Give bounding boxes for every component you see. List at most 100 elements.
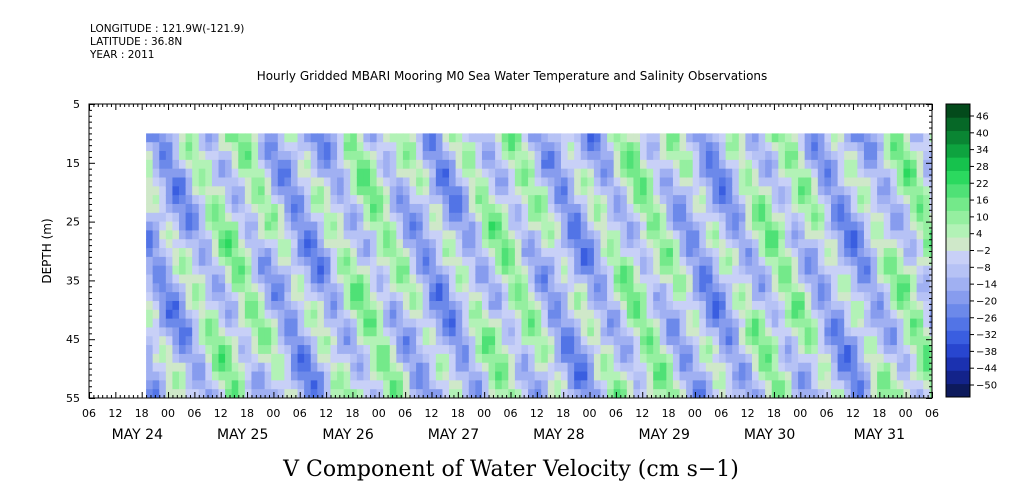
heat-cell <box>383 212 391 223</box>
heat-cell <box>560 380 569 390</box>
heat-cell <box>870 221 878 232</box>
heat-cell <box>442 380 450 390</box>
heat-cell <box>317 142 325 152</box>
heat-cell <box>560 353 569 364</box>
heat-cell <box>850 345 858 355</box>
heat-cell <box>580 274 588 284</box>
heat-cell <box>455 371 463 381</box>
heat-cell <box>890 212 898 223</box>
heat-cell <box>449 353 457 364</box>
heat-cell <box>580 203 588 214</box>
heat-cell <box>231 248 239 258</box>
heat-cell <box>771 203 779 214</box>
heat-cell <box>692 353 700 364</box>
heat-cell <box>791 203 799 214</box>
heat-cell <box>152 203 160 214</box>
heat-cell <box>442 371 450 381</box>
heat-cell <box>271 265 279 276</box>
x-day-label: MAY 27 <box>428 427 479 443</box>
heat-cell <box>883 212 891 223</box>
heat-cell <box>396 133 404 143</box>
heat-cell <box>146 203 154 214</box>
heat-cell <box>765 380 773 390</box>
heat-cell <box>165 265 174 276</box>
heat-cell <box>192 142 200 152</box>
heat-cell <box>593 168 602 179</box>
heat-cell <box>699 274 707 284</box>
heat-cell <box>205 300 213 311</box>
heat-cell <box>910 195 918 205</box>
heat-cell <box>738 177 746 187</box>
heat-cell <box>323 159 332 170</box>
heat-cell <box>330 309 338 320</box>
heat-cell <box>363 248 371 258</box>
heat-cell <box>870 239 878 249</box>
heat-cell <box>798 327 806 337</box>
heat-cell <box>198 362 206 373</box>
heat-cell <box>692 186 700 196</box>
heat-cell <box>409 309 417 320</box>
heat-cell <box>719 345 727 355</box>
heat-cell <box>712 230 720 240</box>
heat-cell <box>738 186 746 196</box>
heat-cell <box>640 309 648 320</box>
heat-cell <box>435 389 444 398</box>
heat-cell <box>778 195 786 205</box>
heat-cell <box>455 389 463 398</box>
heat-cell <box>146 186 154 196</box>
heat-cell <box>442 195 450 205</box>
heat-cell <box>844 248 852 258</box>
heat-cell <box>870 168 878 179</box>
heat-cell <box>554 177 562 187</box>
heat-cell <box>916 177 924 187</box>
heat-cell <box>666 248 674 258</box>
heat-cell <box>521 353 529 364</box>
heat-cell <box>719 221 727 232</box>
heat-cell <box>271 380 279 390</box>
heat-cell <box>271 362 279 373</box>
heat-cell <box>481 168 490 179</box>
heat-cell <box>165 230 174 240</box>
heat-cell <box>198 318 206 329</box>
heat-cell <box>435 248 444 258</box>
heat-cell <box>883 195 891 205</box>
heat-cell <box>751 345 760 355</box>
heat-cell <box>297 362 305 373</box>
heat-cell <box>231 292 239 302</box>
heat-cell <box>449 336 457 346</box>
heat-cell <box>185 309 193 320</box>
heat-cell <box>850 142 858 152</box>
heat-cell <box>640 195 648 205</box>
heat-cell <box>198 309 206 320</box>
heat-cell <box>356 327 365 337</box>
heat-cell <box>929 327 932 337</box>
heat-cell <box>890 345 898 355</box>
heat-cell <box>185 221 193 232</box>
heat-cell <box>264 362 272 373</box>
heat-cell <box>271 327 279 337</box>
heat-cell <box>666 186 674 196</box>
heat-cell <box>152 195 160 205</box>
heat-cell <box>705 283 714 293</box>
heat-cell <box>587 195 595 205</box>
heat-cell <box>429 274 437 284</box>
heat-cell <box>646 345 654 355</box>
heat-cell <box>449 300 457 311</box>
heat-cell <box>587 389 595 398</box>
heat-cell <box>376 133 384 143</box>
heat-cell <box>850 248 858 258</box>
heat-cell <box>567 292 575 302</box>
heat-cell <box>231 230 239 240</box>
heat-cell <box>244 186 253 196</box>
heat-cell <box>686 203 694 214</box>
heat-cell <box>323 168 332 179</box>
heat-cell <box>501 230 509 240</box>
heat-cell <box>844 265 852 276</box>
heat-cell <box>310 221 318 232</box>
heat-cell <box>620 300 628 311</box>
heat-cell <box>350 353 358 364</box>
heat-cell <box>791 248 799 258</box>
heat-cell <box>225 256 233 267</box>
heat-cell <box>225 203 233 214</box>
heat-cell <box>896 186 905 196</box>
